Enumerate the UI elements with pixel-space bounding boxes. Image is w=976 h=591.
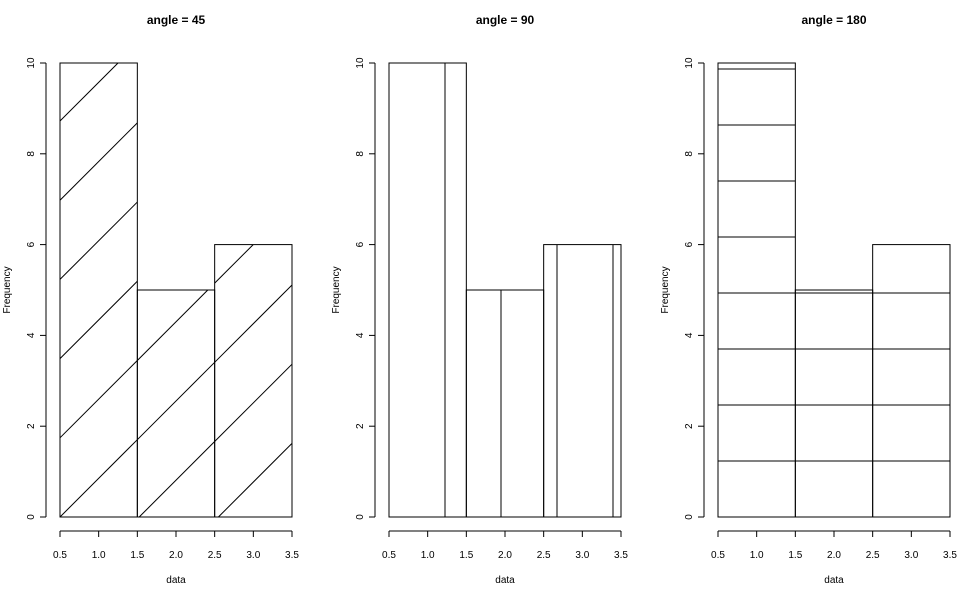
x-tick-label: 3.0 bbox=[246, 550, 260, 561]
x-tick-label: 2.0 bbox=[827, 550, 841, 561]
y-tick-label: 6 bbox=[355, 241, 366, 247]
histogram-panel-2: angle = 90 0.5 1.0 1.5 2.0 2.5 3.0 3.5 data 0 2 4 6 8… bbox=[331, 13, 628, 586]
x-axis: 0.5 1.0 1.5 2.0 2.5 3.0 3.5 bbox=[53, 530, 299, 561]
y-tick-label: 0 bbox=[26, 514, 37, 520]
histogram-bar bbox=[794, 289, 874, 518]
y-tick-label: 6 bbox=[26, 241, 37, 247]
hatch-line bbox=[136, 289, 209, 361]
histogram-bar bbox=[136, 289, 216, 518]
x-tick-label: 1.0 bbox=[92, 550, 106, 561]
chart-title: angle = 180 bbox=[801, 13, 866, 27]
bar-outline bbox=[717, 62, 796, 518]
hatch-line bbox=[59, 360, 138, 439]
bar-outline bbox=[136, 289, 216, 518]
histogram-bar bbox=[214, 244, 293, 518]
hatch-line bbox=[214, 363, 293, 442]
y-tick-label: 10 bbox=[355, 57, 366, 69]
y-tick-label: 2 bbox=[355, 423, 366, 429]
x-tick-label: 1.5 bbox=[130, 550, 144, 561]
y-tick-label: 2 bbox=[684, 423, 695, 429]
x-tick-label: 0.5 bbox=[53, 550, 67, 561]
y-tick-label: 10 bbox=[684, 57, 695, 69]
bar-outline bbox=[214, 244, 293, 518]
y-tick-label: 6 bbox=[684, 241, 695, 247]
x-axis-label: data bbox=[824, 575, 844, 586]
bar-outline bbox=[794, 289, 874, 518]
bar-outline bbox=[872, 244, 951, 518]
x-tick-label: 1.5 bbox=[459, 550, 473, 561]
bar-outline bbox=[465, 289, 545, 518]
histogram-bar bbox=[388, 62, 467, 518]
x-tick-label: 2.0 bbox=[169, 550, 183, 561]
hatch-line bbox=[218, 443, 293, 518]
x-tick-label: 2.5 bbox=[208, 550, 222, 561]
x-tick-label: 2.5 bbox=[537, 550, 551, 561]
histogram-bar bbox=[543, 244, 622, 518]
bar-outline bbox=[388, 62, 467, 518]
x-tick-label: 2.0 bbox=[498, 550, 512, 561]
x-axis-label: data bbox=[166, 575, 186, 586]
x-tick-label: 1.0 bbox=[421, 550, 435, 561]
x-tick-label: 0.5 bbox=[711, 550, 725, 561]
y-axis-label: Frequency bbox=[2, 266, 13, 313]
x-tick-label: 3.5 bbox=[943, 550, 957, 561]
y-tick-label: 4 bbox=[355, 332, 366, 338]
x-tick-label: 3.5 bbox=[285, 550, 299, 561]
histogram-bar bbox=[872, 244, 951, 518]
y-tick-label: 8 bbox=[26, 151, 37, 157]
histogram-panel-1: angle = 45 0.5 1.0 1.5 2.0 2.5 3.0 3.5 data 0 2 4 6 8… bbox=[2, 13, 299, 586]
hatch-line bbox=[59, 62, 119, 122]
y-axis: 0 2 4 6 8 10 bbox=[355, 57, 376, 520]
histogram-panel-3: angle = 180 0.5 1.0 1.5 2.0 2.5 3.0 3.5 data 0 2 4 6… bbox=[660, 13, 957, 586]
y-tick-label: 4 bbox=[684, 332, 695, 338]
hatch-line bbox=[59, 122, 138, 201]
y-axis: 0 2 4 6 8 10 bbox=[684, 57, 705, 520]
y-tick-label: 10 bbox=[26, 57, 37, 69]
x-tick-label: 1.5 bbox=[788, 550, 802, 561]
x-tick-label: 3.0 bbox=[904, 550, 918, 561]
x-tick-label: 1.0 bbox=[750, 550, 764, 561]
y-tick-label: 2 bbox=[26, 423, 37, 429]
y-axis-label: Frequency bbox=[331, 266, 342, 313]
hatch-line bbox=[59, 280, 138, 359]
hatch-line bbox=[214, 284, 293, 363]
y-tick-label: 0 bbox=[355, 514, 366, 520]
bar-outline bbox=[543, 244, 622, 518]
x-axis: 0.5 1.0 1.5 2.0 2.5 3.0 3.5 bbox=[382, 530, 628, 561]
x-tick-label: 3.0 bbox=[575, 550, 589, 561]
hatch-line bbox=[59, 201, 138, 280]
x-tick-label: 0.5 bbox=[382, 550, 396, 561]
histogram-bar bbox=[465, 289, 545, 518]
y-tick-label: 4 bbox=[26, 332, 37, 338]
y-tick-label: 8 bbox=[355, 151, 366, 157]
x-axis-label: data bbox=[495, 575, 515, 586]
chart-title: angle = 90 bbox=[476, 13, 535, 27]
hatch-line bbox=[59, 439, 138, 518]
histogram-bar bbox=[59, 62, 138, 518]
histogram-bar bbox=[717, 62, 796, 518]
x-axis: 0.5 1.0 1.5 2.0 2.5 3.0 3.5 bbox=[711, 530, 957, 561]
hatch-line bbox=[136, 361, 216, 441]
y-tick-label: 0 bbox=[684, 514, 695, 520]
y-axis: 0 2 4 6 8 10 bbox=[26, 57, 47, 520]
hatch-line bbox=[214, 244, 254, 284]
hatch-line bbox=[138, 441, 216, 518]
chart-title: angle = 45 bbox=[147, 13, 206, 27]
y-tick-label: 8 bbox=[684, 151, 695, 157]
x-tick-label: 3.5 bbox=[614, 550, 628, 561]
y-axis-label: Frequency bbox=[660, 266, 671, 313]
x-tick-label: 2.5 bbox=[866, 550, 880, 561]
bar-outline bbox=[59, 62, 138, 518]
